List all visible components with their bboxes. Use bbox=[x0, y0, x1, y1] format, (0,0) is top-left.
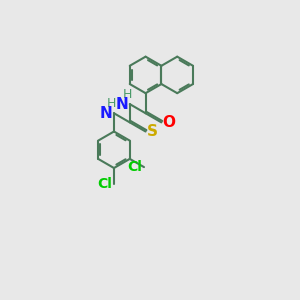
Text: Cl: Cl bbox=[98, 178, 112, 191]
Text: N: N bbox=[100, 106, 112, 121]
Text: O: O bbox=[163, 115, 176, 130]
Text: H: H bbox=[107, 97, 117, 110]
Text: N: N bbox=[116, 97, 128, 112]
Text: Cl: Cl bbox=[128, 160, 142, 174]
Text: S: S bbox=[147, 124, 158, 139]
Text: H: H bbox=[123, 88, 132, 100]
